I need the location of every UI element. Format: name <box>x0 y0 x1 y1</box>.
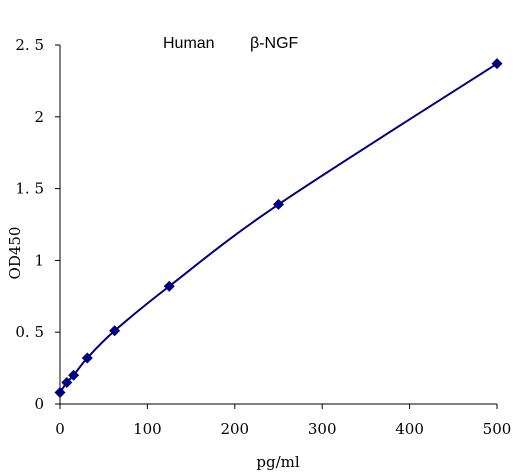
y-axis-label: OD450 <box>6 227 24 280</box>
x-tick-label: 300 <box>308 420 337 438</box>
data-point <box>61 376 73 388</box>
x-tick-label: 0 <box>55 420 65 438</box>
y-tick-label: 1. 5 <box>15 180 44 198</box>
chart-title-part-1: Human <box>163 35 215 52</box>
x-tick-label: 200 <box>220 420 249 438</box>
y-tick-label: 0 <box>34 395 44 413</box>
data-points <box>54 58 503 399</box>
y-tick-label: 2. 5 <box>15 36 44 54</box>
data-point <box>491 58 503 70</box>
x-tick-label: 400 <box>395 420 424 438</box>
x-axis-ticks: 0 100 200 300 400 500 <box>55 404 511 438</box>
data-point <box>54 387 66 399</box>
y-tick-label: 2 <box>34 108 44 126</box>
y-tick-label: 0. 5 <box>15 323 44 341</box>
x-tick-label: 500 <box>483 420 512 438</box>
y-tick-label: 1 <box>34 251 44 269</box>
y-axis-ticks: 0 0. 5 1 1. 5 2 2. 5 <box>15 36 60 413</box>
fit-curve <box>59 62 498 394</box>
data-point <box>81 352 93 364</box>
x-axis-label: pg/ml <box>256 453 299 471</box>
data-point <box>109 325 121 337</box>
data-point <box>68 369 80 381</box>
data-point <box>163 280 175 292</box>
data-point <box>273 198 284 210</box>
x-tick-label: 100 <box>133 420 162 438</box>
chart-title-part-2: β-NGF <box>250 35 299 52</box>
axes <box>59 45 497 405</box>
